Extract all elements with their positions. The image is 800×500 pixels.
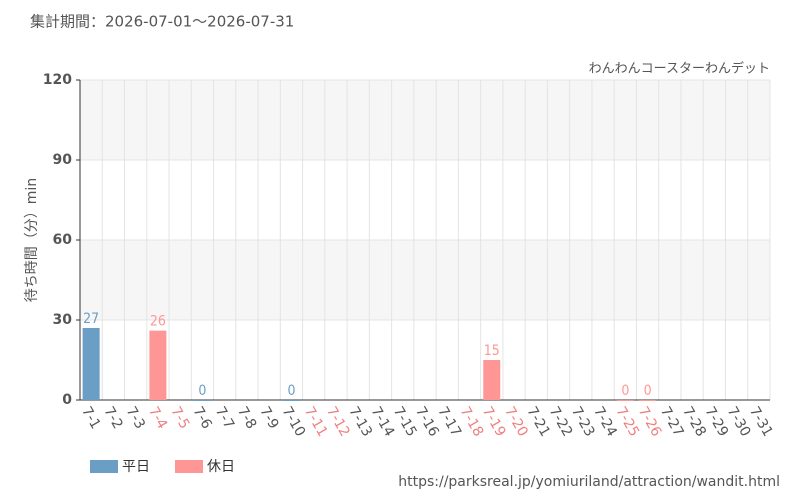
x-tick-label: 7-3: [123, 404, 148, 432]
bar: [149, 330, 167, 400]
bar: [282, 400, 300, 401]
y-tick-label: 120: [43, 72, 72, 88]
y-tick-label: 0: [62, 392, 72, 408]
x-tick-label: 7-4: [145, 404, 170, 432]
value-label: 0: [644, 383, 652, 399]
bar: [483, 360, 501, 400]
chart-subtitle: わんわんコースターわんデット: [589, 61, 770, 77]
legend-label: 休日: [207, 459, 235, 475]
y-tick-label: 30: [53, 312, 73, 328]
source-url: https://parksreal.jp/yomiuriland/attract…: [398, 474, 780, 490]
bar: [82, 328, 100, 400]
x-tick-label: 7-5: [167, 404, 192, 432]
bar: [193, 400, 211, 401]
legend-swatch: [175, 460, 203, 473]
x-tick-label: 7-7: [212, 404, 237, 432]
y-tick-label: 60: [53, 232, 73, 248]
value-label: 26: [150, 314, 166, 330]
value-label: 15: [484, 343, 500, 359]
value-label: 27: [83, 311, 99, 327]
y-tick-label: 90: [53, 152, 73, 168]
chart-title: 集計期間：2026-07-01～2026-07-31: [30, 13, 294, 31]
legend-label: 平日: [122, 459, 150, 475]
bar: [639, 400, 657, 401]
x-tick-label: 7-1: [78, 404, 103, 432]
x-tick-label: 7-8: [234, 404, 259, 432]
y-axis-label: 待ち時間（分）min: [24, 178, 40, 302]
x-tick-label: 7-31: [746, 404, 776, 440]
value-label: 0: [198, 383, 206, 399]
grid-band: [80, 80, 770, 160]
x-tick-label: 7-9: [256, 404, 281, 432]
grid-band: [80, 240, 770, 320]
x-tick-label: 7-6: [189, 404, 214, 432]
value-label: 0: [621, 383, 629, 399]
x-tick-label: 7-2: [100, 404, 125, 432]
bar: [616, 400, 634, 401]
legend-swatch: [90, 460, 118, 473]
value-label: 0: [287, 383, 295, 399]
